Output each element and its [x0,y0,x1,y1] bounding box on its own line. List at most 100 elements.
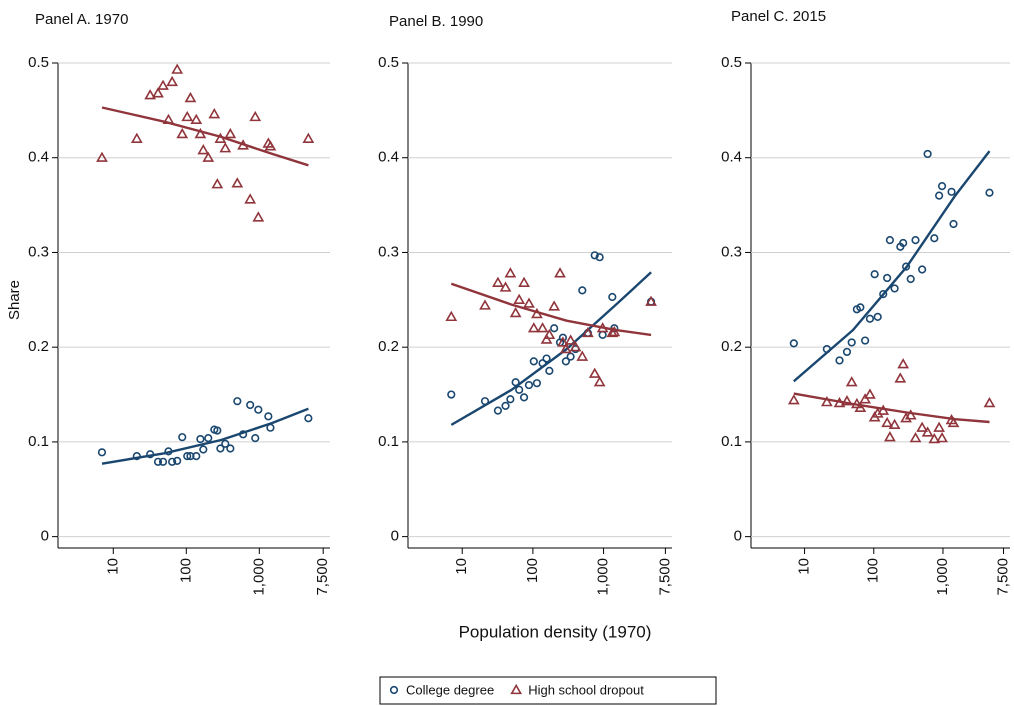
fit-line [793,392,990,424]
data-point [251,434,260,443]
data-point [184,91,197,103]
data-point [865,314,875,323]
data-point [835,356,844,365]
data-point [199,445,208,454]
data-point [935,191,944,200]
panel-title: Panel C. 2015 [731,8,826,25]
y-tick-label: 0.1 [28,433,49,450]
data-point [524,380,534,390]
data-point [894,372,907,383]
data-point [606,326,619,338]
y-tick-label: 0 [391,528,399,545]
data-point [168,457,177,466]
data-point [906,274,915,284]
data-point [158,457,168,466]
data-point [557,336,569,347]
legend-marker [389,685,399,695]
data-point [918,265,927,274]
data-point [226,444,235,453]
data-point [264,140,277,151]
data-point [304,414,313,423]
data-point [532,379,542,388]
data-point [501,401,510,411]
y-tick-label: 0.3 [721,243,742,260]
fit-line [450,282,652,337]
data-point [550,324,559,333]
data-point [181,110,194,122]
data-point [144,89,157,100]
data-point [564,334,577,345]
data-point [947,416,960,428]
data-point [856,303,865,312]
y-tick-label: 0.3 [28,243,49,260]
data-point [911,236,920,245]
x-tick-label: 7,500 [995,558,1012,596]
data-point [254,405,263,414]
data-point [897,358,910,369]
data-point [302,132,315,143]
data-point [937,182,947,191]
data-point [208,108,221,119]
data-point [153,457,163,466]
data-point [264,412,273,421]
data-point [183,452,192,461]
y-tick-label: 0.1 [378,433,399,450]
data-point [787,394,800,405]
legend-label: High school dropout [528,682,644,697]
data-point [873,312,882,321]
data-point [595,253,604,262]
data-point [861,336,870,345]
data-point [447,390,456,399]
data-point [176,127,189,139]
data-point [493,406,503,415]
x-tick-label: 100 [865,558,882,583]
y-axis-label: Share [6,280,23,320]
data-point [506,395,515,404]
y-tick-label: 0.5 [721,54,742,71]
legend-label: College degree [406,682,494,697]
data-point [933,421,946,432]
data-point [930,234,939,243]
data-point [204,434,213,443]
data-point [888,418,901,430]
data-point [197,144,210,155]
fit-line [450,271,652,426]
data-point [509,306,522,318]
data-point [515,385,524,394]
data-point [890,284,899,293]
data-point [923,149,932,159]
data-point [479,299,491,310]
x-tick-label: 1,000 [250,558,267,596]
data-point [560,342,572,354]
y-tick-label: 0.4 [28,149,49,166]
y-tick-label: 0.1 [721,433,742,450]
fit-line [793,150,991,383]
x-axis-label: Population density (1970) [459,622,652,641]
fit-line [101,407,309,465]
y-tick-label: 0.3 [378,243,399,260]
data-point [645,295,657,306]
data-point [841,395,853,406]
data-point [899,238,908,248]
data-point [445,310,458,322]
data-point [588,367,601,378]
data-point [504,267,517,278]
data-point [196,434,205,444]
data-point [909,432,922,443]
data-point [598,330,607,339]
data-point [202,151,215,162]
data-point [916,421,929,432]
x-tick-label: 10 [453,558,470,575]
data-point [543,328,556,340]
data-point [548,300,561,311]
data-point [904,409,917,420]
data-point [190,113,203,125]
data-point [561,357,570,366]
data-point [608,292,617,302]
data-point [192,452,201,461]
data-point [881,416,894,428]
data-point [518,276,530,287]
data-point [789,339,798,348]
y-tick-label: 0 [734,528,742,545]
data-point [883,273,892,283]
